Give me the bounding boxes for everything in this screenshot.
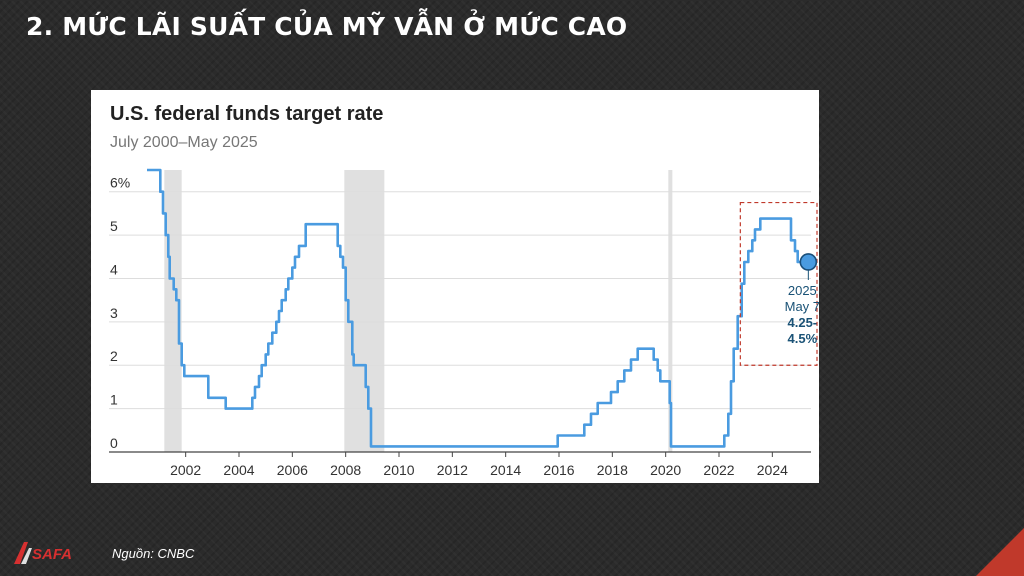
x-tick-label-2008: 2008 [330, 462, 361, 478]
x-tick-label-2022: 2022 [703, 462, 734, 478]
annotation-value-line1: 4.25- [788, 315, 818, 330]
y-tick-label-3: 3 [110, 305, 118, 321]
y-tick-label-1: 1 [110, 392, 118, 408]
recession-band-2 [668, 170, 673, 452]
y-tick-label-5: 5 [110, 218, 118, 234]
y-tick-label-0: 0 [110, 435, 118, 451]
annotation-date: May 7 [785, 299, 819, 314]
chart-card: U.S. federal funds target rate July 2000… [91, 90, 819, 483]
recession-band-1 [344, 170, 385, 452]
safa-logo: SAFA [12, 540, 74, 566]
x-tick-label-2006: 2006 [277, 462, 308, 478]
y-tick-label-6: 6% [110, 175, 130, 191]
rate-series-line [147, 168, 809, 448]
annotation-value-line2: 4.5% [788, 331, 818, 346]
x-tick-label-2020: 2020 [650, 462, 681, 478]
recession-bands [164, 170, 673, 452]
x-tick-label-2010: 2010 [383, 462, 414, 478]
x-tick-label-2012: 2012 [437, 462, 468, 478]
slide-title: 2. MỨC LÃI SUẤT CỦA MỸ VẪN Ở MỨC CAO [26, 12, 628, 41]
x-tick-label-2004: 2004 [223, 462, 254, 478]
y-tick-label-4: 4 [110, 261, 118, 277]
x-tick-label-2016: 2016 [543, 462, 574, 478]
x-tick-label-2024: 2024 [757, 462, 788, 478]
x-tick-label-2014: 2014 [490, 462, 521, 478]
chart-title: U.S. federal funds target rate [110, 103, 383, 125]
x-axis-ticks: 2002 2004 2006 2008 2010 2012 2014 2016 2018 2020… [170, 452, 788, 478]
logo-text: SAFA [32, 546, 72, 563]
fed-funds-chart: U.S. federal funds target rate July 2000… [109, 103, 819, 478]
chart-subtitle: July 2000–May 2025 [110, 134, 258, 151]
highlight-box [739, 201, 818, 366]
latest-value-marker [799, 253, 818, 271]
y-axis-ticks: 0 1 2 3 4 5 6% [110, 175, 130, 451]
x-tick-label-2018: 2018 [597, 462, 628, 478]
annotation-year: 2025 [788, 283, 817, 298]
y-tick-label-2: 2 [110, 348, 118, 364]
x-tick-label-2002: 2002 [170, 462, 201, 478]
grid-lines [109, 191, 811, 453]
corner-accent [976, 528, 1024, 576]
source-note: Nguồn: CNBC [112, 546, 195, 561]
